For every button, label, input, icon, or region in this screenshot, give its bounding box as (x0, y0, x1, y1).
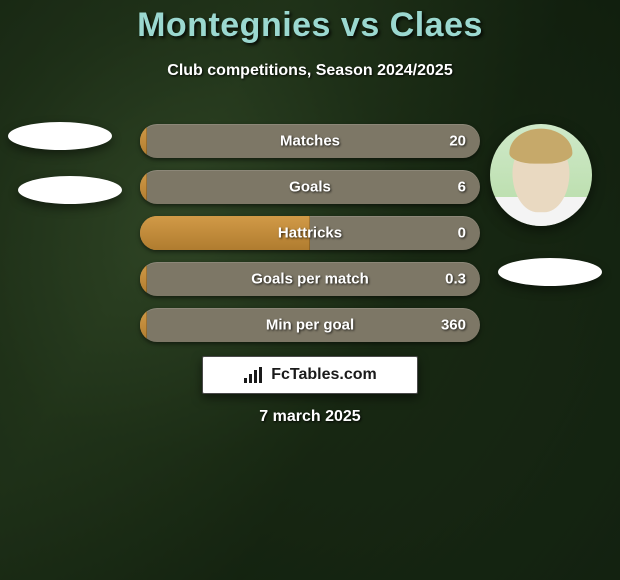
stat-value-right: 6 (458, 179, 466, 196)
stat-row: Goals 6 (140, 170, 480, 204)
subtitle: Club competitions, Season 2024/2025 (0, 62, 620, 80)
right-player-ellipse (498, 258, 602, 286)
right-player-avatar (490, 124, 592, 226)
fctables-badge[interactable]: FcTables.com (202, 356, 418, 394)
stat-fill (140, 170, 147, 204)
stat-fill (140, 308, 147, 342)
date-label: 7 march 2025 (0, 408, 620, 426)
stats-bars: Matches 20 Goals 6 Hattricks 0 Goals per match… (140, 124, 480, 354)
stat-fill (140, 124, 147, 158)
stat-row: Matches 20 (140, 124, 480, 158)
stat-fill (140, 262, 147, 296)
stat-value-right: 360 (441, 317, 466, 334)
stat-label: Goals (289, 179, 331, 196)
bar-chart-icon (243, 366, 265, 384)
stat-label: Goals per match (251, 271, 369, 288)
stat-value-right: 0.3 (445, 271, 466, 288)
stat-row: Goals per match 0.3 (140, 262, 480, 296)
stat-row: Min per goal 360 (140, 308, 480, 342)
page-title: Montegnies vs Claes (0, 6, 620, 45)
stat-value-right: 0 (458, 225, 466, 242)
stat-label: Min per goal (266, 317, 354, 334)
stat-label: Hattricks (278, 225, 342, 242)
stat-value-right: 20 (449, 133, 466, 150)
badge-text: FcTables.com (271, 366, 377, 384)
left-player-ellipse-1 (8, 122, 112, 150)
stat-label: Matches (280, 133, 340, 150)
left-player-ellipse-2 (18, 176, 122, 204)
stat-row: Hattricks 0 (140, 216, 480, 250)
